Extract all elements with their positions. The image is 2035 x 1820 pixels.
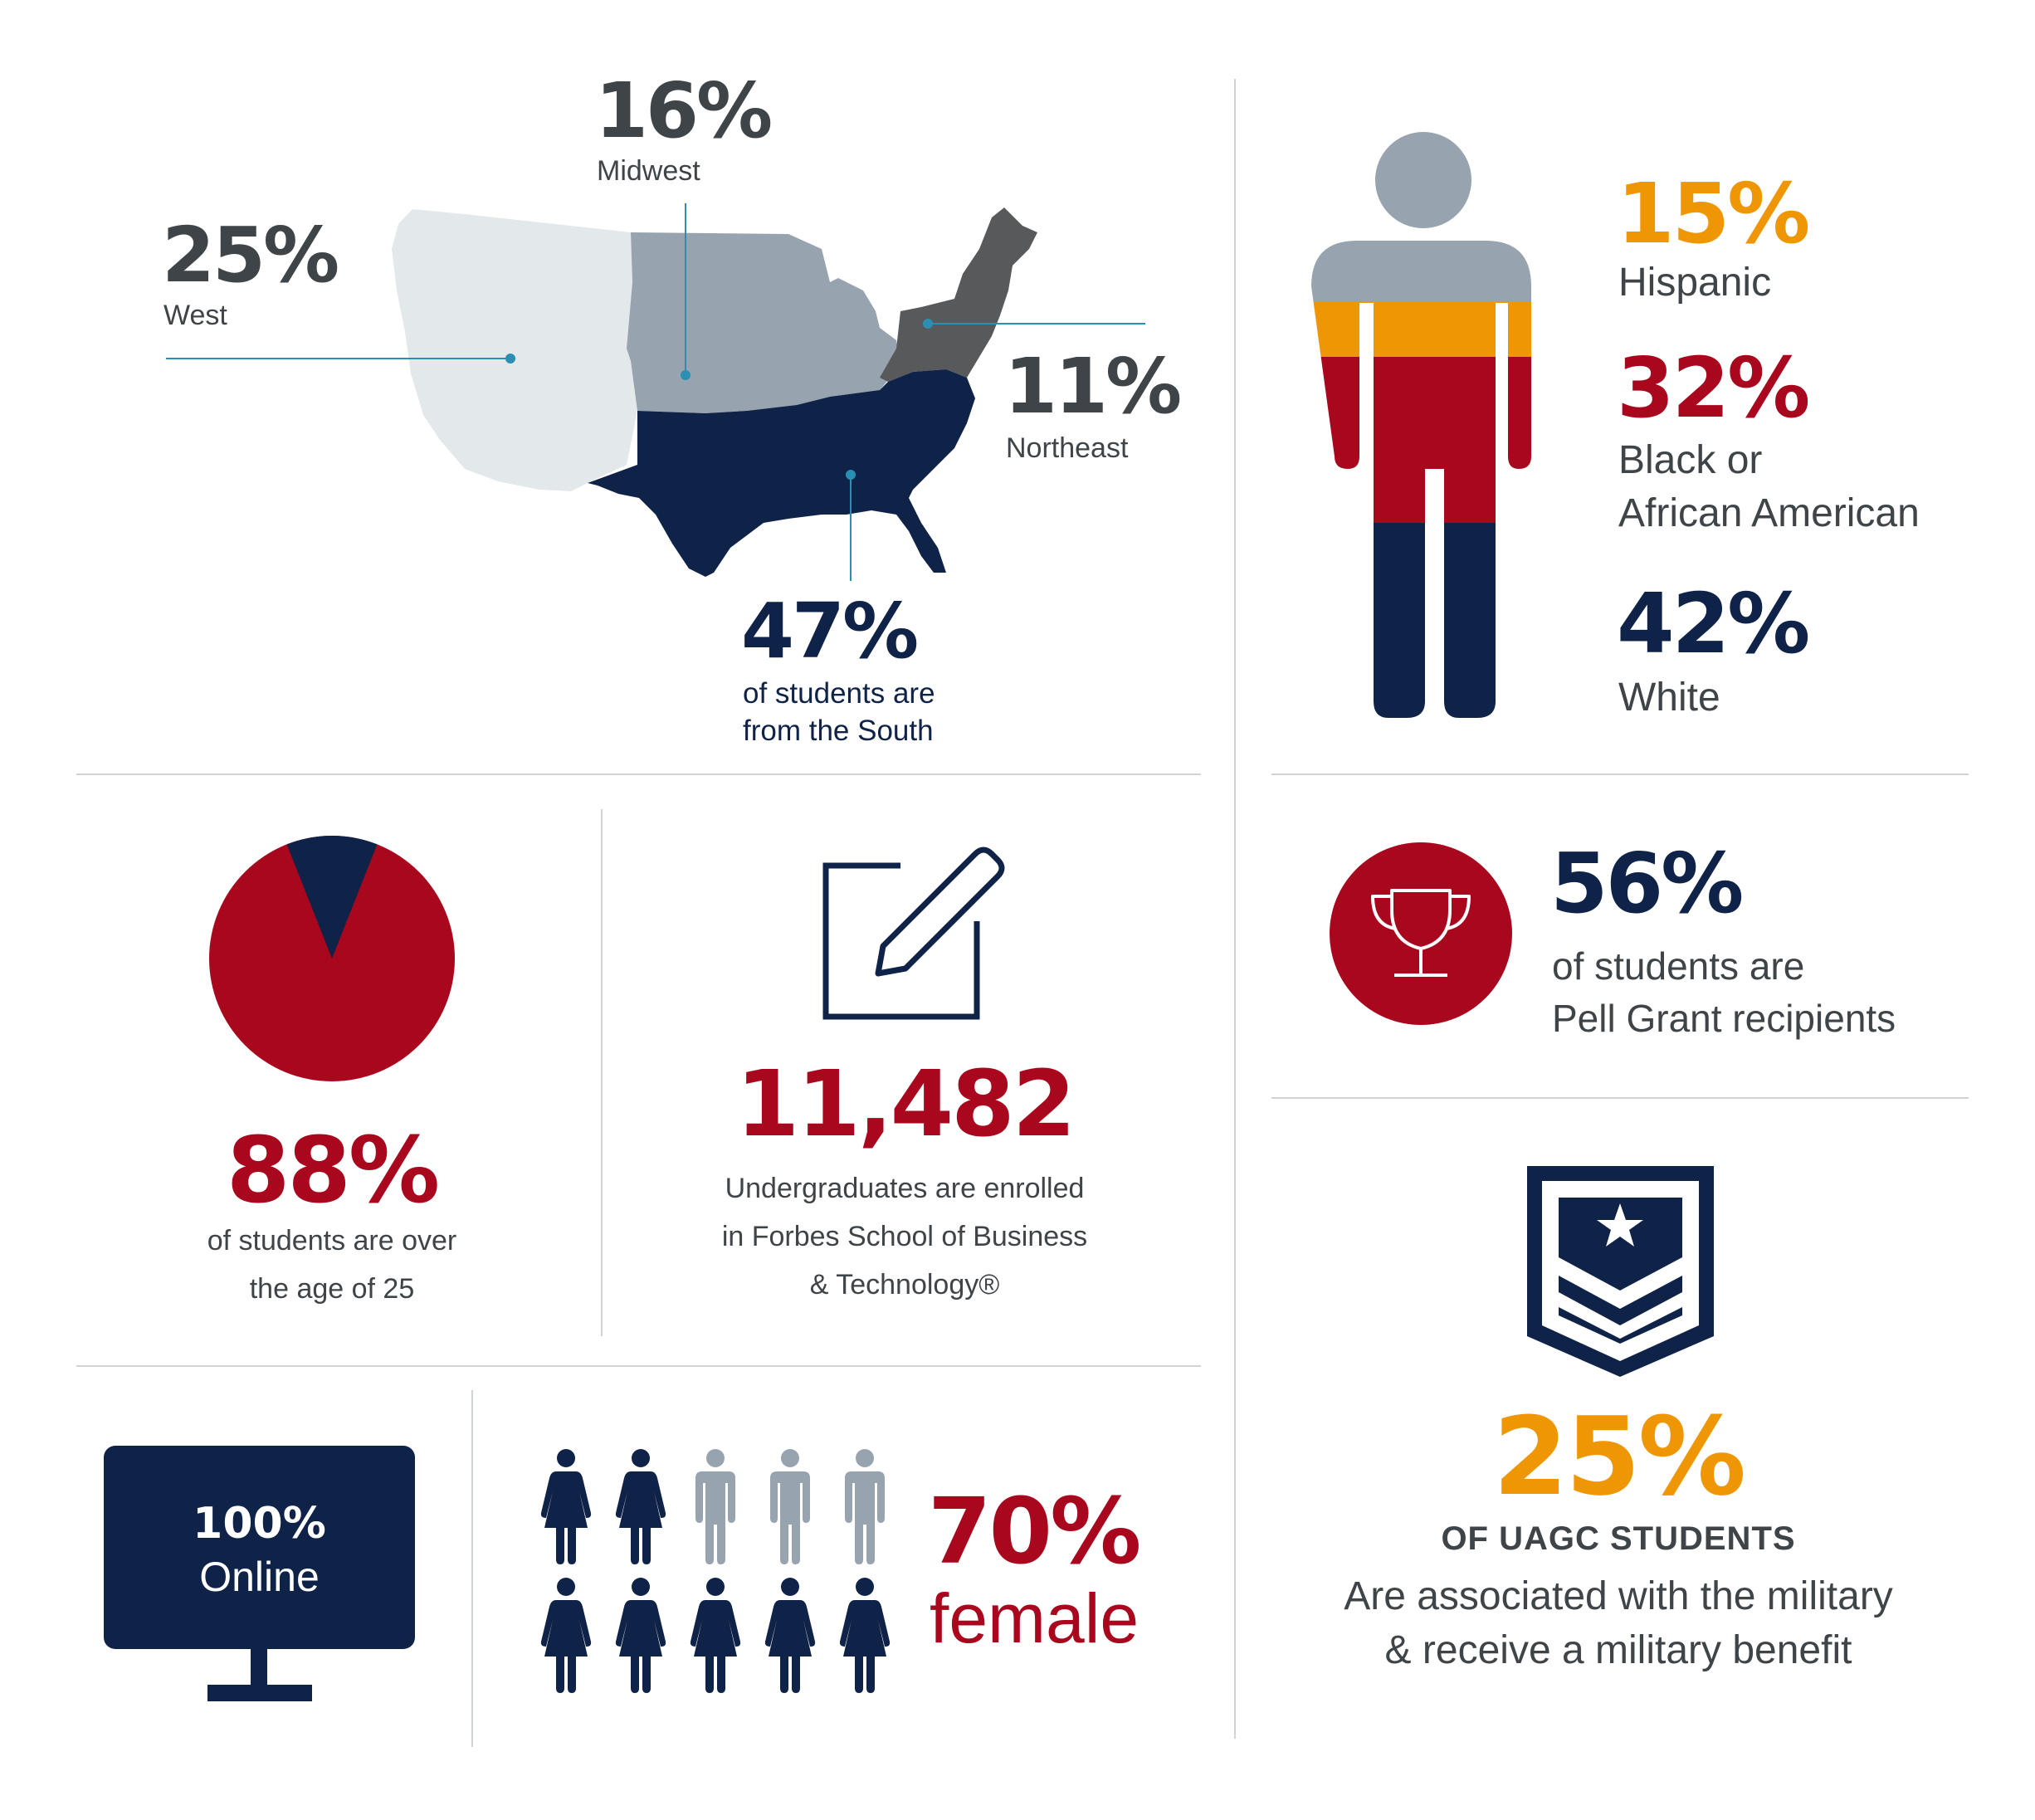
west-percent: 25% (162, 211, 339, 300)
pie-chart-icon (209, 836, 455, 1081)
south-percent: 47% (741, 587, 919, 676)
pell-percent: 56% (1550, 835, 1744, 932)
male-figure-icon (845, 1449, 885, 1564)
south-label-line1: of students are (743, 677, 935, 710)
military-badge-icon (1527, 1166, 1714, 1377)
female-figure-icon (764, 1578, 816, 1693)
military-label-line2: & receive a military benefit (1384, 1628, 1852, 1672)
pencil-edit-icon (822, 847, 1005, 1020)
vertical-divider-main (1234, 79, 1236, 1739)
gender-figures (540, 1449, 891, 1693)
hispanic-percent: 15% (1617, 165, 1810, 262)
pie-slice-under-25 (286, 836, 378, 959)
female-figure-icon (615, 1449, 666, 1564)
female-percent: 70% (928, 1478, 1141, 1584)
vertical-divider-bottom (471, 1390, 473, 1747)
female-figure-icon (839, 1578, 891, 1693)
trophy-icon (1330, 842, 1512, 1025)
hispanic-label: Hispanic (1618, 261, 1772, 305)
male-figure-icon (695, 1449, 735, 1564)
west-label: West (163, 300, 227, 331)
female-figure-icon (540, 1578, 592, 1693)
northeast-percent: 11% (1004, 342, 1182, 431)
black-label-line2: African American (1618, 491, 1920, 535)
midwest-label: Midwest (597, 155, 700, 187)
horizontal-divider-right-2 (1271, 1097, 1969, 1099)
pell-label-line1: of students are (1552, 944, 1805, 988)
monitor-base (207, 1685, 312, 1701)
black-percent: 32% (1617, 339, 1810, 437)
monitor-stand (251, 1649, 267, 1691)
person-icon (1311, 132, 1531, 718)
military-label-line1: Are associated with the military (1344, 1574, 1893, 1618)
monitor-icon: 100% Online (104, 1446, 415, 1649)
age-label-line2: the age of 25 (249, 1273, 415, 1305)
enrollment-label-line1: Undergraduates are enrolled (725, 1173, 1085, 1204)
vertical-divider-mid (601, 809, 603, 1336)
enrollment-label-line3: & Technology® (809, 1269, 1000, 1300)
military-heading: OF UAGC STUDENTS (1441, 1520, 1796, 1557)
us-map-icon (166, 203, 1145, 581)
white-label: White (1618, 676, 1720, 720)
south-label-line2: from the South (743, 715, 934, 747)
female-label: female (930, 1579, 1140, 1657)
horizontal-divider-left-1 (76, 773, 1201, 775)
midwest-percent: 16% (595, 66, 773, 155)
white-percent: 42% (1617, 575, 1810, 672)
online-label: Online (199, 1554, 320, 1600)
black-label-line1: Black or (1618, 438, 1763, 482)
online-percent: 100% (193, 1499, 326, 1549)
enrollment-label-line2: in Forbes School of Business (721, 1221, 1088, 1252)
horizontal-divider-left-2 (76, 1365, 1201, 1367)
horizontal-divider-right-1 (1271, 773, 1969, 775)
female-figure-icon (540, 1449, 592, 1564)
northeast-label: Northeast (1006, 432, 1129, 464)
male-figure-icon (770, 1449, 810, 1564)
pell-label-line2: Pell Grant recipients (1552, 997, 1896, 1040)
age-label-line1: of students are over (207, 1225, 457, 1256)
age-percent: 88% (226, 1117, 440, 1223)
military-percent: 25% (1492, 1393, 1746, 1520)
female-figure-icon (615, 1578, 666, 1693)
female-figure-icon (690, 1578, 741, 1693)
enrollment-count: 11,482 (735, 1051, 1076, 1157)
